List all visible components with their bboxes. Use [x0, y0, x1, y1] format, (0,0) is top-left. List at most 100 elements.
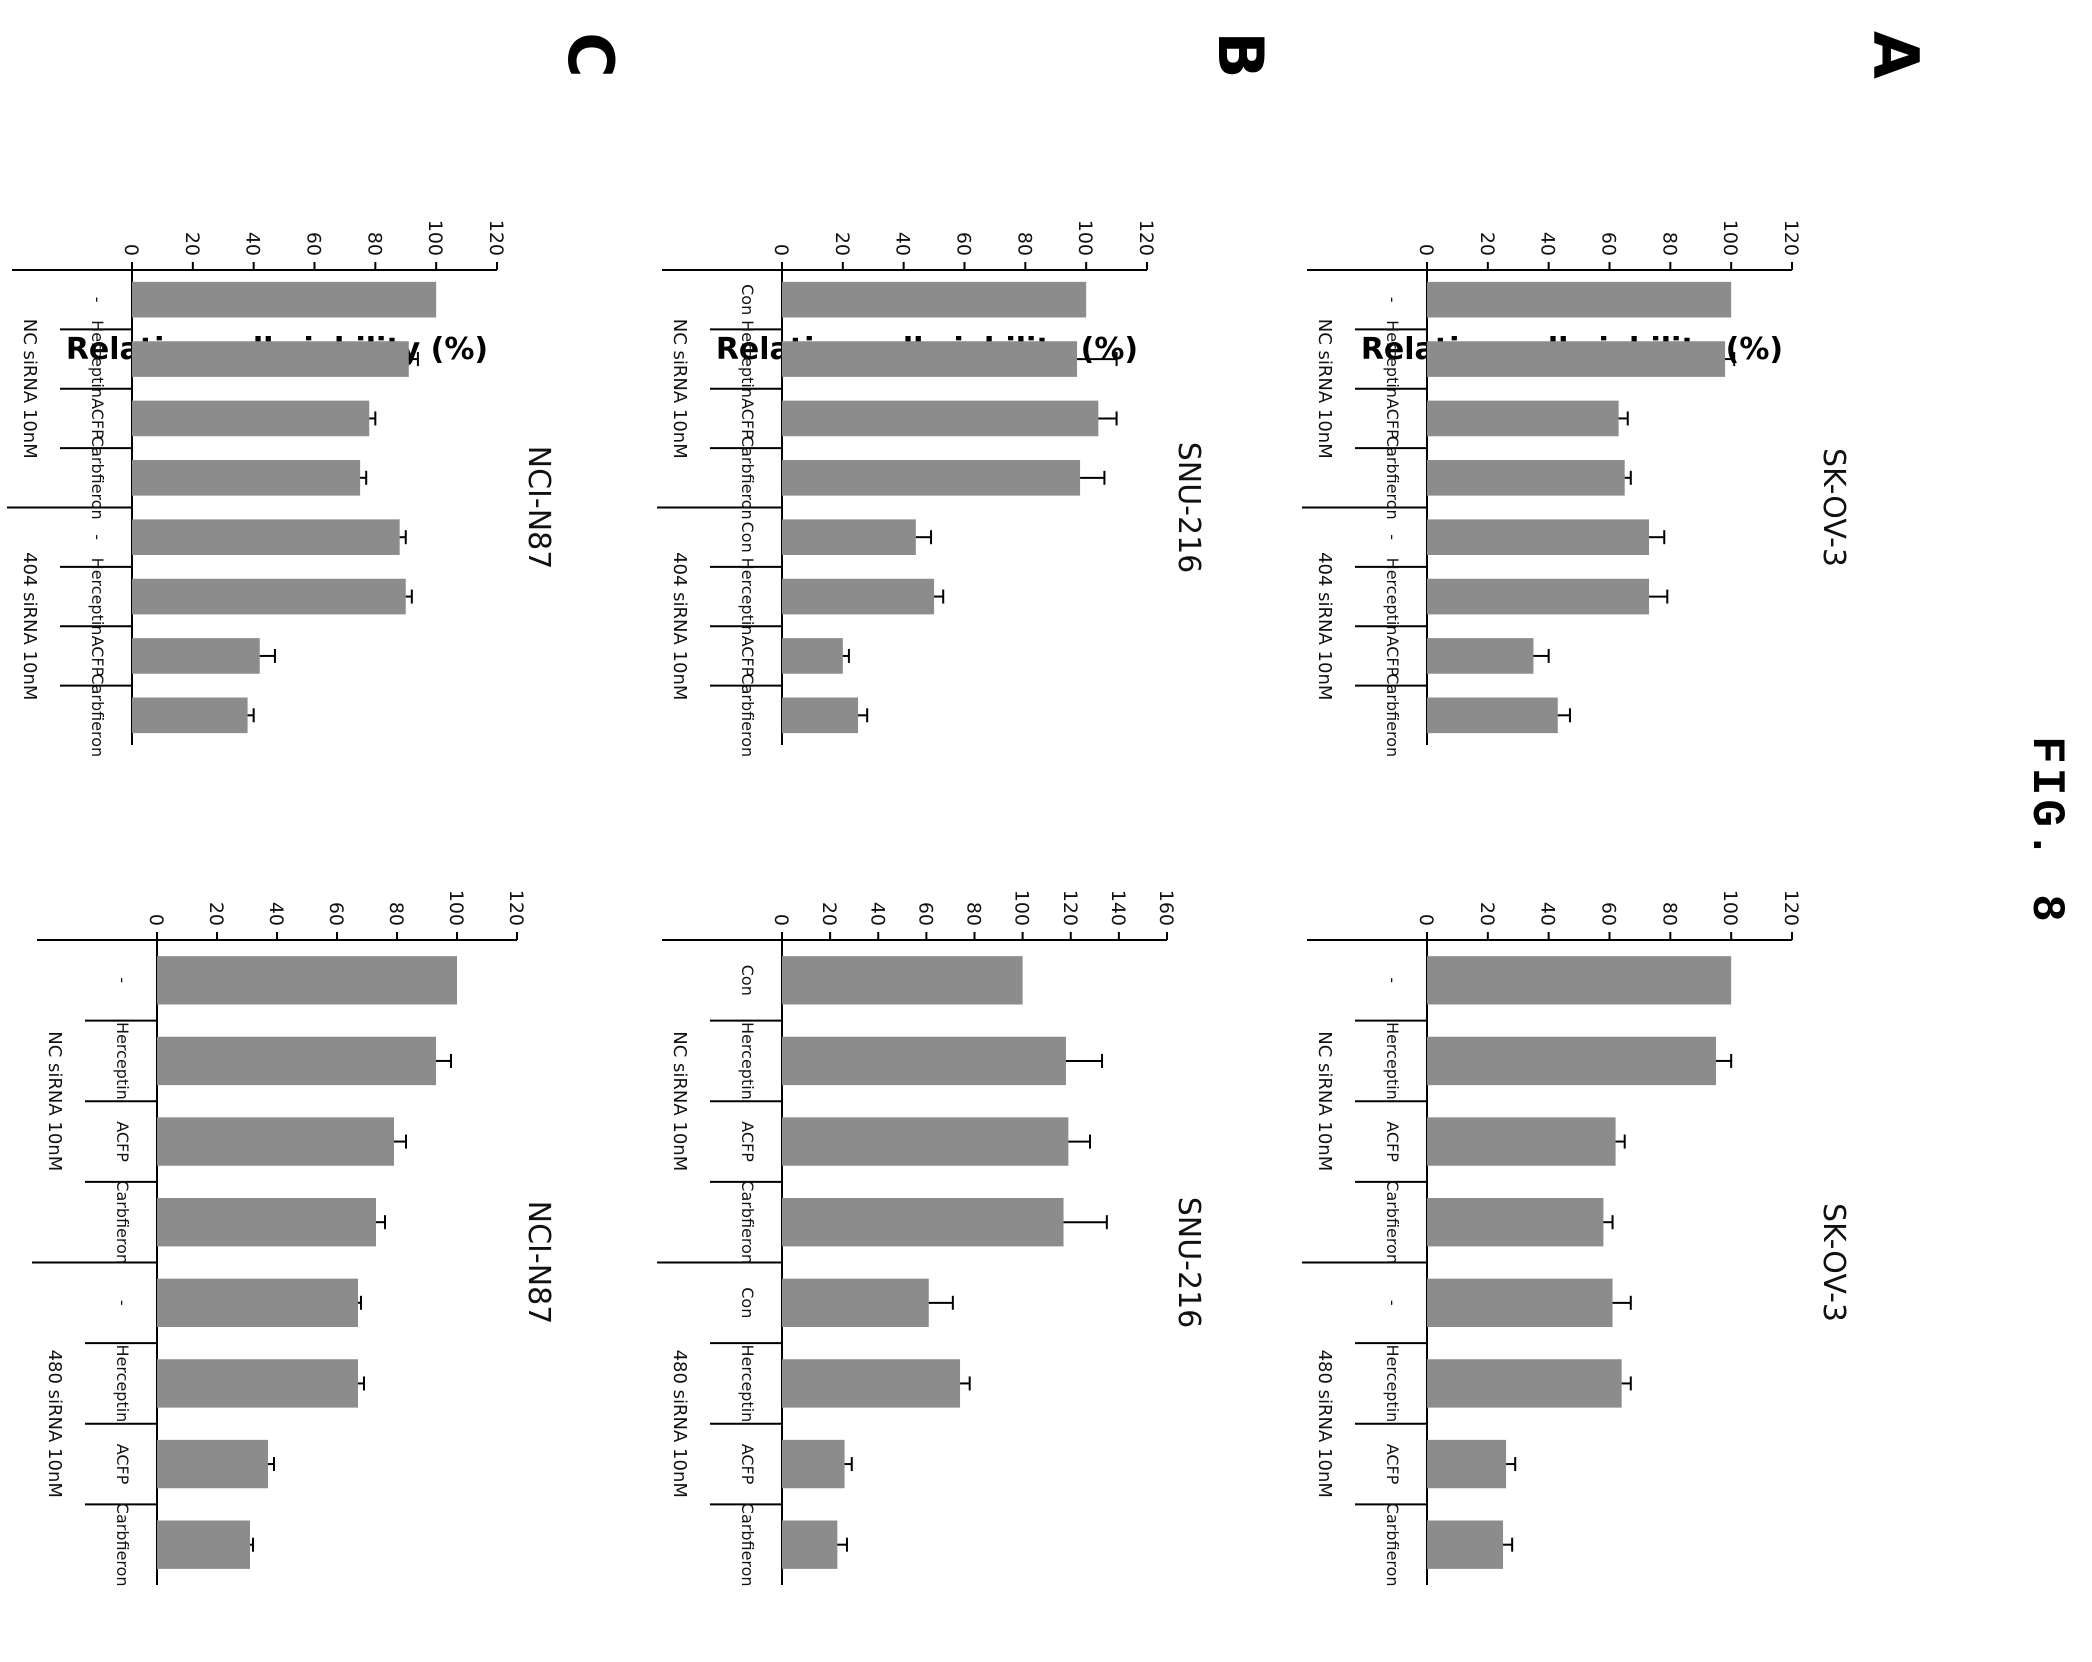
bar — [782, 341, 1078, 377]
bar — [782, 1439, 845, 1489]
chart-title: NCI-N87 — [521, 446, 556, 570]
y-tick-label: 60 — [1598, 232, 1620, 256]
category-label: ACFP — [738, 636, 757, 677]
category-label: ACFP — [88, 398, 107, 439]
bar — [132, 460, 361, 496]
category-label: - — [88, 534, 107, 540]
category-label: Carbfieron — [88, 436, 107, 520]
chart-title: NCI-N87 — [521, 1201, 556, 1325]
row-letter-a: A — [1859, 31, 1932, 79]
row-letter-b: B — [1204, 31, 1277, 79]
group-label: 404 siRNA 10nM — [1314, 552, 1335, 700]
figure-title: FIG. 8 — [2020, 736, 2072, 926]
y-tick-label: 80 — [363, 232, 385, 256]
category-label: Carbfieron — [113, 1180, 132, 1264]
bar — [132, 578, 406, 615]
group-label: NC siRNA 10nM — [19, 319, 40, 459]
bar — [1427, 1198, 1604, 1247]
y-tick-label: 0 — [770, 914, 792, 926]
category-label: ACFP — [1383, 1444, 1402, 1485]
bar — [782, 956, 1023, 1005]
y-tick-label: 80 — [385, 902, 407, 926]
y-tick-label: 20 — [205, 902, 227, 926]
bar — [132, 519, 400, 555]
bar — [132, 281, 437, 318]
category-label: Herceptin — [1383, 1022, 1402, 1100]
bar — [132, 638, 260, 674]
y-tick-label: 20 — [1476, 232, 1498, 256]
y-tick-label: 0 — [1415, 244, 1437, 256]
bar — [782, 1117, 1069, 1166]
bar — [1427, 1278, 1613, 1327]
bar — [782, 519, 916, 555]
category-label: ACFP — [88, 636, 107, 677]
chart-title: SNU-216 — [1171, 1197, 1206, 1329]
category-label: Carbfieron — [1383, 673, 1402, 757]
bar — [781, 460, 1081, 496]
category-label: Herceptin — [738, 320, 757, 398]
bar — [1426, 697, 1558, 734]
y-tick-label: 120 — [1059, 890, 1081, 926]
y-tick-label: 40 — [1537, 902, 1559, 926]
category-label: Con — [738, 522, 757, 553]
category-label: ACFP — [1383, 398, 1402, 439]
category-label: Herceptin — [1383, 320, 1402, 398]
y-tick-label: 120 — [505, 890, 527, 926]
y-tick-label: 100 — [1719, 220, 1741, 256]
bar — [782, 1520, 838, 1569]
chart-b-right: SNU-216 0 20 40 60 80 100 120 140 160 Con Herceptin… — [657, 890, 1206, 1587]
bar — [1426, 1036, 1716, 1086]
bar — [782, 281, 1087, 318]
y-tick-label: 160 — [1155, 890, 1177, 926]
bar — [132, 341, 409, 377]
category-label: ACFP — [1383, 1121, 1402, 1162]
category-label: Herceptin — [113, 1022, 132, 1100]
bar — [1426, 341, 1726, 377]
category-label: ACFP — [113, 1444, 132, 1485]
group-label: NC siRNA 10nM — [669, 1031, 690, 1171]
bar — [782, 1198, 1064, 1247]
y-tick-label: 40 — [1537, 232, 1559, 256]
group-label: 480 siRNA 10nM — [1314, 1350, 1335, 1498]
bar — [781, 400, 1099, 437]
y-tick-label: 60 — [914, 902, 936, 926]
bar — [157, 1198, 376, 1247]
bar — [1427, 956, 1732, 1005]
category-label: Carbfieron — [738, 673, 757, 757]
chart-a-left: SK-OV-30 20 40 60 80 100 120-HerceptinACFPCarb… — [1302, 220, 1851, 757]
y-tick-label: 100 — [424, 220, 446, 256]
category-label: ACFP — [738, 1121, 757, 1162]
chart-title: SNU-216 — [1171, 442, 1206, 574]
category-label: Carbfieron — [88, 673, 107, 757]
y-tick-label: 40 — [892, 232, 914, 256]
bar — [1427, 460, 1625, 496]
category-label: Herceptin — [738, 1345, 757, 1423]
y-tick-label: 120 — [1780, 220, 1802, 256]
y-tick-label: 140 — [1107, 890, 1129, 926]
bar — [1427, 519, 1650, 555]
y-tick-label: 20 — [818, 902, 840, 926]
bar — [1427, 1359, 1622, 1408]
bar — [1427, 400, 1619, 437]
y-tick-label: 0 — [1415, 914, 1437, 926]
category-label: Carbfieron — [1383, 436, 1402, 520]
category-label: Herceptin — [113, 1345, 132, 1423]
y-tick-label: 0 — [145, 914, 167, 926]
bar — [1427, 638, 1534, 674]
category-label: Carbfieron — [1383, 1180, 1402, 1264]
bar — [1426, 1520, 1504, 1569]
bar — [782, 638, 843, 674]
y-tick-label: 20 — [181, 232, 203, 256]
category-label: - — [113, 977, 132, 983]
category-label: Carbfieron — [738, 1503, 757, 1587]
category-label: Herceptin — [1383, 1345, 1402, 1423]
y-tick-label: 100 — [1074, 220, 1096, 256]
y-tick-label: 120 — [485, 220, 507, 256]
y-tick-label: 80 — [1658, 902, 1680, 926]
y-tick-label: 60 — [953, 232, 975, 256]
bar — [782, 578, 935, 615]
category-label: Herceptin — [88, 320, 107, 398]
group-label: NC siRNA 10nM — [1314, 319, 1335, 459]
y-tick-label: 80 — [1658, 232, 1680, 256]
category-label: Carbfieron — [738, 1180, 757, 1264]
